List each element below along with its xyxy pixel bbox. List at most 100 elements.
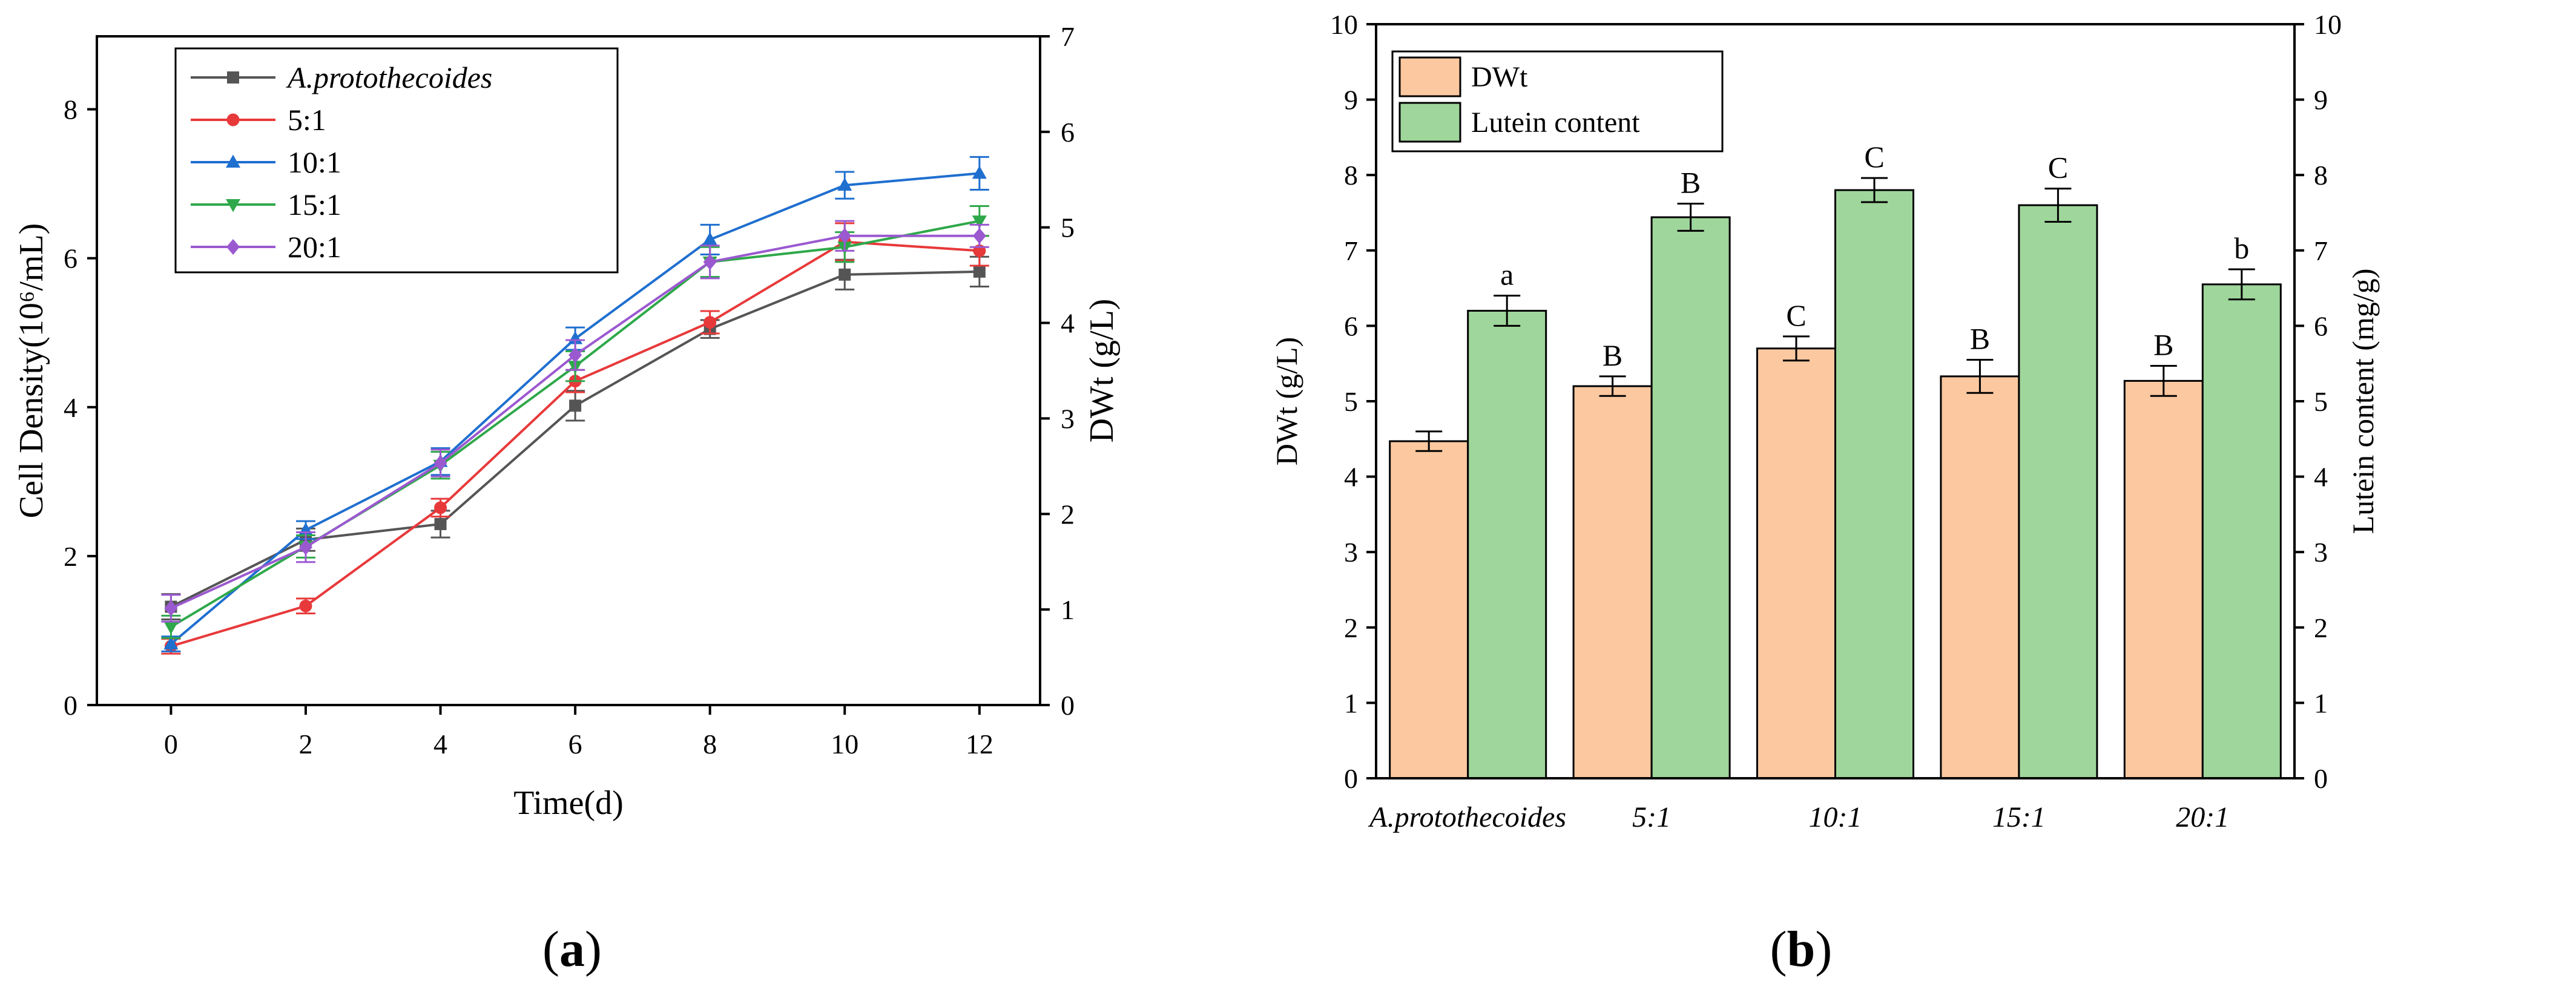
data-point bbox=[568, 347, 582, 363]
bar-dwt bbox=[1756, 347, 1836, 779]
x-tick-label: 2 bbox=[298, 729, 312, 760]
panel-label-a: (a) bbox=[542, 921, 602, 977]
data-point bbox=[702, 232, 717, 245]
error-bar bbox=[1966, 358, 1994, 394]
significance-label: b bbox=[2234, 231, 2249, 265]
y-right-tick-label: 7 bbox=[2314, 235, 2328, 266]
y-right-tick-label: 1 bbox=[1061, 594, 1075, 625]
category-label: 10:1 bbox=[1809, 801, 1862, 833]
legend-marker bbox=[226, 154, 240, 168]
y-left-tick-label: 3 bbox=[1344, 537, 1358, 568]
significance-label: B bbox=[1970, 321, 1990, 355]
significance-label: C bbox=[1864, 140, 1884, 174]
data-point bbox=[838, 228, 852, 244]
x-tick-label: 6 bbox=[568, 729, 582, 760]
bar-dwt bbox=[1572, 385, 1653, 779]
data-point bbox=[837, 177, 852, 191]
data-point bbox=[972, 228, 986, 244]
series-line bbox=[170, 220, 980, 628]
y-right-tick-label: 0 bbox=[1061, 690, 1075, 721]
chart-b-dwt-lutein-bars: 0 1 2 3 4 5 6 7 8 9 10 0 1 2 3 4 5 6 7 8 9 10 a A.protothecoide… bbox=[1270, 9, 2380, 833]
x-tick-label: 8 bbox=[703, 729, 717, 760]
x-tick-label: 12 bbox=[966, 729, 993, 760]
significance-label: a bbox=[1500, 258, 1514, 292]
significance-label: C bbox=[1786, 298, 1806, 332]
y-right-tick-label: 3 bbox=[1061, 403, 1075, 434]
y-left-tick-label: 10 bbox=[1330, 9, 1358, 40]
significance-label: C bbox=[2048, 151, 2068, 185]
legend-marker bbox=[226, 113, 240, 126]
legend-entry: A.protothecoides bbox=[286, 61, 492, 94]
bar-lutein bbox=[2018, 204, 2098, 779]
y-left-tick-label: 5 bbox=[1344, 386, 1358, 417]
category-label: A.protothecoides bbox=[1368, 801, 1566, 833]
category-label: 15:1 bbox=[1992, 801, 2046, 833]
error-bar bbox=[1415, 430, 1443, 452]
series-4 bbox=[161, 220, 989, 623]
data-point bbox=[433, 455, 447, 471]
error-bar bbox=[1677, 203, 1704, 232]
category-label: 20:1 bbox=[2176, 801, 2229, 833]
y-right-tick-label: 2 bbox=[2314, 612, 2328, 643]
x-axis-title: Time(d) bbox=[513, 784, 624, 822]
bar-lutein bbox=[1650, 216, 1731, 779]
bar-lutein bbox=[1467, 309, 1547, 779]
legend: DWt Lutein content bbox=[1391, 50, 1724, 153]
legend-entry: 5:1 bbox=[288, 103, 326, 137]
y-left-tick-label: 8 bbox=[64, 94, 77, 125]
legend-box bbox=[174, 47, 619, 274]
data-point bbox=[164, 600, 178, 617]
y-right-tick-label: 8 bbox=[2314, 160, 2328, 191]
error-bar bbox=[2150, 364, 2177, 397]
data-point bbox=[569, 399, 582, 412]
y-right-axis-title: Lutein content (mg/g) bbox=[2346, 269, 2380, 534]
legend-swatch bbox=[1398, 56, 1461, 97]
x-tick-label: 10 bbox=[831, 729, 858, 760]
data-point bbox=[163, 636, 179, 650]
series-line bbox=[170, 270, 980, 608]
category-group-1: BB bbox=[1572, 166, 1731, 779]
y-right-tick-label: 1 bbox=[2314, 687, 2328, 718]
category-group-3: BC bbox=[1940, 151, 2098, 779]
bar-dwt bbox=[1389, 440, 1469, 779]
y-left-tick-label: 6 bbox=[1344, 310, 1358, 341]
bar-lutein bbox=[2201, 283, 2282, 779]
y-right-tick-label: 3 bbox=[2314, 537, 2328, 568]
legend: A.protothecoides 5:1 10:1 15:1 20:1 bbox=[174, 47, 619, 274]
y-right-tick-label: 4 bbox=[1061, 308, 1075, 339]
y-left-tick-label: 2 bbox=[64, 541, 77, 572]
legend-entry: Lutein content bbox=[1471, 107, 1640, 139]
data-point bbox=[972, 215, 987, 229]
y-right-tick-label: 10 bbox=[2314, 9, 2342, 40]
y-right-tick-label: 4 bbox=[2314, 462, 2328, 493]
x-tick-label: 0 bbox=[164, 729, 178, 760]
y-left-tick-label: 0 bbox=[64, 690, 77, 721]
data-point bbox=[838, 268, 851, 281]
legend-marker bbox=[227, 71, 239, 84]
bar-dwt bbox=[1940, 375, 2020, 779]
y-left-tick-label: 0 bbox=[1344, 763, 1358, 794]
error-bar bbox=[1494, 295, 1521, 327]
y-right-tick-label: 9 bbox=[2314, 85, 2328, 116]
y-left-tick-label: 6 bbox=[64, 243, 77, 274]
legend-marker bbox=[226, 199, 240, 212]
panel-label-b: (b) bbox=[1770, 921, 1833, 977]
legend-entry: 15:1 bbox=[288, 188, 341, 221]
error-bar bbox=[2044, 188, 2072, 223]
y-left-tick-label: 7 bbox=[1344, 235, 1358, 266]
y-left-tick-label: 4 bbox=[1344, 462, 1358, 493]
y-left-axis-title: Cell Density(10⁶/mL) bbox=[13, 223, 50, 519]
legend-entry: 20:1 bbox=[288, 230, 341, 264]
significance-label: B bbox=[1603, 338, 1622, 372]
data-point bbox=[973, 265, 986, 278]
legend-marker bbox=[226, 239, 240, 255]
bar-lutein bbox=[1834, 189, 1914, 779]
series-line bbox=[170, 240, 980, 648]
data-point bbox=[972, 165, 987, 179]
plot-frame bbox=[96, 35, 1041, 706]
y-left-tick-label: 8 bbox=[1344, 160, 1358, 191]
series-0 bbox=[161, 255, 989, 620]
data-point bbox=[703, 316, 717, 329]
